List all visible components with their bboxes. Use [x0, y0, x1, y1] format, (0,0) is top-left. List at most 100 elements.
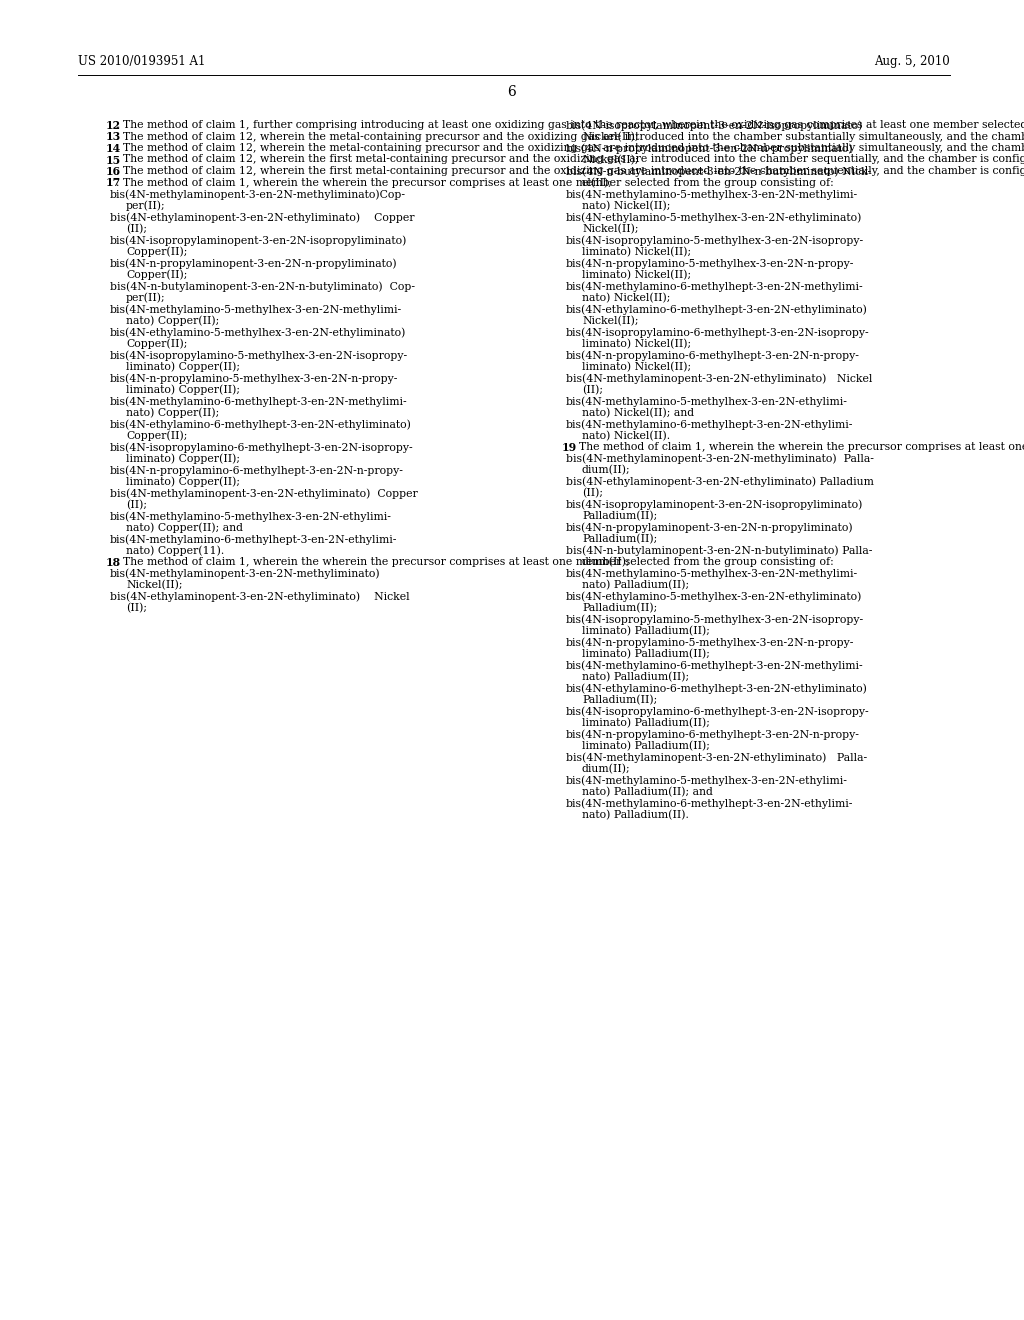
- Text: liminato) Palladium(II);: liminato) Palladium(II);: [582, 649, 710, 659]
- Text: bis(4N-methylamino-5-methylhex-3-en-2N-ethylimi-: bis(4N-methylamino-5-methylhex-3-en-2N-e…: [110, 511, 392, 521]
- Text: nato) Copper(11).: nato) Copper(11).: [126, 545, 224, 556]
- Text: bis(4N-methylamino-5-methylhex-3-en-2N-ethylimi-: bis(4N-methylamino-5-methylhex-3-en-2N-e…: [566, 776, 848, 787]
- Text: . The method of claim 12, wherein the first metal-containing precursor and the o: . The method of claim 12, wherein the fi…: [116, 154, 1024, 165]
- Text: liminato) Copper(II);: liminato) Copper(II);: [126, 362, 240, 372]
- Text: bis(4N-isopropylaminopent-3-en-2N-isopropyliminato): bis(4N-isopropylaminopent-3-en-2N-isopro…: [110, 235, 408, 246]
- Text: bis(4N-ethylaminopent-3-en-2N-ethyliminato)    Nickel: bis(4N-ethylaminopent-3-en-2N-ethylimina…: [110, 591, 410, 602]
- Text: dium(II);: dium(II);: [582, 465, 631, 475]
- Text: 6: 6: [508, 84, 516, 99]
- Text: nato) Nickel(II);: nato) Nickel(II);: [582, 293, 671, 302]
- Text: . The method of claim 12, wherein the metal-containing precursor and the oxidizi: . The method of claim 12, wherein the me…: [116, 143, 1024, 153]
- Text: per(II);: per(II);: [126, 293, 166, 304]
- Text: bis(4N-methylaminopent-3-en-2N-ethyliminato)   Nickel: bis(4N-methylaminopent-3-en-2N-ethylimin…: [566, 374, 872, 384]
- Text: per(II);: per(II);: [126, 201, 166, 211]
- Text: liminato) Palladium(II);: liminato) Palladium(II);: [582, 718, 710, 729]
- Text: bis(4N-n-propylamino-6-methylhept-3-en-2N-n-propy-: bis(4N-n-propylamino-6-methylhept-3-en-2…: [566, 730, 860, 741]
- Text: bis(4N-n-butylaminopent-3-en-2N-n-butyliminato)  Cop-: bis(4N-n-butylaminopent-3-en-2N-n-butyli…: [110, 281, 415, 292]
- Text: Nickel(II);: Nickel(II);: [582, 132, 639, 141]
- Text: bis(4N-isopropylamino-6-methylhept-3-en-2N-isopropy-: bis(4N-isopropylamino-6-methylhept-3-en-…: [566, 327, 869, 338]
- Text: liminato) Copper(II);: liminato) Copper(II);: [126, 477, 240, 487]
- Text: bis(4N-methylamino-6-methylhept-3-en-2N-ethylimi-: bis(4N-methylamino-6-methylhept-3-en-2N-…: [566, 799, 853, 809]
- Text: liminato) Copper(II);: liminato) Copper(II);: [126, 384, 240, 395]
- Text: Nickel(II);: Nickel(II);: [126, 579, 182, 590]
- Text: bis(4N-n-propylamino-5-methylhex-3-en-2N-n-propy-: bis(4N-n-propylamino-5-methylhex-3-en-2N…: [110, 374, 398, 384]
- Text: Nickel(II);: Nickel(II);: [582, 315, 639, 326]
- Text: Nickel(II);: Nickel(II);: [582, 223, 639, 234]
- Text: bis(4N-ethylamino-5-methylhex-3-en-2N-ethyliminato): bis(4N-ethylamino-5-methylhex-3-en-2N-et…: [110, 327, 407, 338]
- Text: bis(4N-ethylamino-6-methylhept-3-en-2N-ethyliminato): bis(4N-ethylamino-6-methylhept-3-en-2N-e…: [566, 304, 868, 314]
- Text: liminato) Nickel(II);: liminato) Nickel(II);: [582, 269, 691, 280]
- Text: bis(4N-ethylamino-5-methylhex-3-en-2N-ethyliminato): bis(4N-ethylamino-5-methylhex-3-en-2N-et…: [566, 213, 862, 223]
- Text: nato) Copper(II);: nato) Copper(II);: [126, 315, 219, 326]
- Text: bis(4N-isopropylaminopent-3-en-2N-isopropyliminato): bis(4N-isopropylaminopent-3-en-2N-isopro…: [566, 499, 863, 510]
- Text: nato) Nickel(II).: nato) Nickel(II).: [582, 430, 670, 441]
- Text: 18: 18: [106, 557, 121, 568]
- Text: bis(4N-n-propylamino-6-methylhept-3-en-2N-n-propy-: bis(4N-n-propylamino-6-methylhept-3-en-2…: [110, 465, 403, 475]
- Text: bis(4N-n-propylamino-5-methylhex-3-en-2N-n-propy-: bis(4N-n-propylamino-5-methylhex-3-en-2N…: [566, 257, 854, 268]
- Text: US 2010/0193951 A1: US 2010/0193951 A1: [78, 55, 206, 69]
- Text: liminato) Palladium(II);: liminato) Palladium(II);: [582, 741, 710, 751]
- Text: bis(4N-ethylaminopent-3-en-2N-ethyliminato)    Copper: bis(4N-ethylaminopent-3-en-2N-ethylimina…: [110, 213, 415, 223]
- Text: bis(4N-methylamino-6-methylhept-3-en-2N-methylimi-: bis(4N-methylamino-6-methylhept-3-en-2N-…: [110, 396, 408, 407]
- Text: 14: 14: [106, 143, 121, 154]
- Text: bis(4N-isopropylamino-5-methylhex-3-en-2N-isopropy-: bis(4N-isopropylamino-5-methylhex-3-en-2…: [566, 615, 864, 626]
- Text: Palladium(II);: Palladium(II);: [582, 603, 657, 614]
- Text: Aug. 5, 2010: Aug. 5, 2010: [874, 55, 950, 69]
- Text: bis(4N-methylaminopent-3-en-2N-methyliminato)  Palla-: bis(4N-methylaminopent-3-en-2N-methylimi…: [566, 454, 873, 465]
- Text: bis(4N-isopropylamino-5-methylhex-3-en-2N-isopropy-: bis(4N-isopropylamino-5-methylhex-3-en-2…: [110, 350, 409, 360]
- Text: bis(4N-methylamino-5-methylhex-3-en-2N-methylimi-: bis(4N-methylamino-5-methylhex-3-en-2N-m…: [566, 189, 858, 199]
- Text: Copper(II);: Copper(II);: [126, 269, 187, 280]
- Text: Nickel(II);: Nickel(II);: [582, 154, 639, 165]
- Text: (II);: (II);: [126, 499, 147, 510]
- Text: (II);: (II);: [126, 223, 147, 234]
- Text: bis(4N-methylamino-6-methylhept-3-en-2N-methylimi-: bis(4N-methylamino-6-methylhept-3-en-2N-…: [566, 660, 863, 671]
- Text: bis(4N-methylaminopent-3-en-2N-methyliminato): bis(4N-methylaminopent-3-en-2N-methylimi…: [110, 569, 381, 579]
- Text: 16: 16: [106, 166, 121, 177]
- Text: liminato) Nickel(II);: liminato) Nickel(II);: [582, 362, 691, 372]
- Text: nato) Copper(II);: nato) Copper(II);: [126, 408, 219, 418]
- Text: bis(4N-n-propylaminopent-3-en-2N-n-propyliminato): bis(4N-n-propylaminopent-3-en-2N-n-propy…: [566, 143, 854, 153]
- Text: nato) Nickel(II);: nato) Nickel(II);: [582, 201, 671, 211]
- Text: bis(4N-methylaminopent-3-en-2N-ethyliminato)  Copper: bis(4N-methylaminopent-3-en-2N-ethylimin…: [110, 488, 418, 499]
- Text: bis(4N-ethylamino-6-methylhept-3-en-2N-ethyliminato): bis(4N-ethylamino-6-methylhept-3-en-2N-e…: [566, 684, 868, 694]
- Text: bis(4N-ethylamino-6-methylhept-3-en-2N-ethyliminato): bis(4N-ethylamino-6-methylhept-3-en-2N-e…: [110, 418, 412, 429]
- Text: Palladium(II);: Palladium(II);: [582, 696, 657, 705]
- Text: liminato) Nickel(II);: liminato) Nickel(II);: [582, 247, 691, 257]
- Text: bis(4N-isopropylaminopent-3-en-2N-isopropyliminato): bis(4N-isopropylaminopent-3-en-2N-isopro…: [566, 120, 863, 131]
- Text: 15: 15: [106, 154, 121, 165]
- Text: liminato) Copper(II);: liminato) Copper(II);: [126, 454, 240, 465]
- Text: Copper(II);: Copper(II);: [126, 247, 187, 257]
- Text: (II);: (II);: [582, 488, 603, 499]
- Text: Palladium(II);: Palladium(II);: [582, 511, 657, 521]
- Text: . The method of claim 1, further comprising introducing at least one oxidizing g: . The method of claim 1, further compris…: [116, 120, 1024, 129]
- Text: bis(4N-methylaminopent-3-en-2N-ethyliminato)   Palla-: bis(4N-methylaminopent-3-en-2N-ethylimin…: [566, 752, 867, 763]
- Text: bis(4N-methylamino-6-methylhept-3-en-2N-ethylimi-: bis(4N-methylamino-6-methylhept-3-en-2N-…: [566, 418, 853, 429]
- Text: bis(4N-n-butylaminopent-3-en-2N-n-butyliminato) Nick-: bis(4N-n-butylaminopent-3-en-2N-n-butyli…: [566, 166, 871, 177]
- Text: liminato) Nickel(II);: liminato) Nickel(II);: [582, 338, 691, 348]
- Text: 19: 19: [562, 442, 578, 453]
- Text: nato) Copper(II); and: nato) Copper(II); and: [126, 523, 243, 533]
- Text: bis(4N-isopropylamino-5-methylhex-3-en-2N-isopropy-: bis(4N-isopropylamino-5-methylhex-3-en-2…: [566, 235, 864, 246]
- Text: (II);: (II);: [126, 603, 147, 614]
- Text: bis(4N-methylaminopent-3-en-2N-methyliminato)Cop-: bis(4N-methylaminopent-3-en-2N-methylimi…: [110, 189, 406, 199]
- Text: 12: 12: [106, 120, 121, 131]
- Text: bis(4N-isopropylamino-6-methylhept-3-en-2N-isopropy-: bis(4N-isopropylamino-6-methylhept-3-en-…: [110, 442, 414, 453]
- Text: nato) Palladium(II).: nato) Palladium(II).: [582, 810, 689, 820]
- Text: bis(4N-ethylamino-5-methylhex-3-en-2N-ethyliminato): bis(4N-ethylamino-5-methylhex-3-en-2N-et…: [566, 591, 862, 602]
- Text: 17: 17: [106, 177, 121, 189]
- Text: el(II);: el(II);: [582, 177, 613, 187]
- Text: bis(4N-methylamino-5-methylhex-3-en-2N-ethylimi-: bis(4N-methylamino-5-methylhex-3-en-2N-e…: [566, 396, 848, 407]
- Text: 13: 13: [106, 132, 121, 143]
- Text: bis(4N-methylamino-5-methylhex-3-en-2N-methylimi-: bis(4N-methylamino-5-methylhex-3-en-2N-m…: [110, 304, 402, 314]
- Text: bis(4N-n-propylaminopent-3-en-2N-n-propyliminato): bis(4N-n-propylaminopent-3-en-2N-n-propy…: [566, 523, 854, 533]
- Text: bis(4N-methylamino-6-methylhept-3-en-2N-ethylimi-: bis(4N-methylamino-6-methylhept-3-en-2N-…: [110, 535, 397, 545]
- Text: nato) Nickel(II); and: nato) Nickel(II); and: [582, 408, 694, 418]
- Text: dium(II);: dium(II);: [582, 764, 631, 775]
- Text: bis(4N-n-propylamino-5-methylhex-3-en-2N-n-propy-: bis(4N-n-propylamino-5-methylhex-3-en-2N…: [566, 638, 854, 648]
- Text: nato) Palladium(II);: nato) Palladium(II);: [582, 672, 689, 682]
- Text: dium(II);: dium(II);: [582, 557, 631, 568]
- Text: . The method of claim 1, wherein the wherein the precursor comprises at least on: . The method of claim 1, wherein the whe…: [571, 442, 1024, 451]
- Text: . The method of claim 1, wherein the wherein the precursor comprises at least on: . The method of claim 1, wherein the whe…: [116, 177, 834, 187]
- Text: . The method of claim 12, wherein the first metal-containing precursor and the o: . The method of claim 12, wherein the fi…: [116, 166, 1024, 176]
- Text: bis(4N-n-propylaminopent-3-en-2N-n-propyliminato): bis(4N-n-propylaminopent-3-en-2N-n-propy…: [110, 257, 397, 268]
